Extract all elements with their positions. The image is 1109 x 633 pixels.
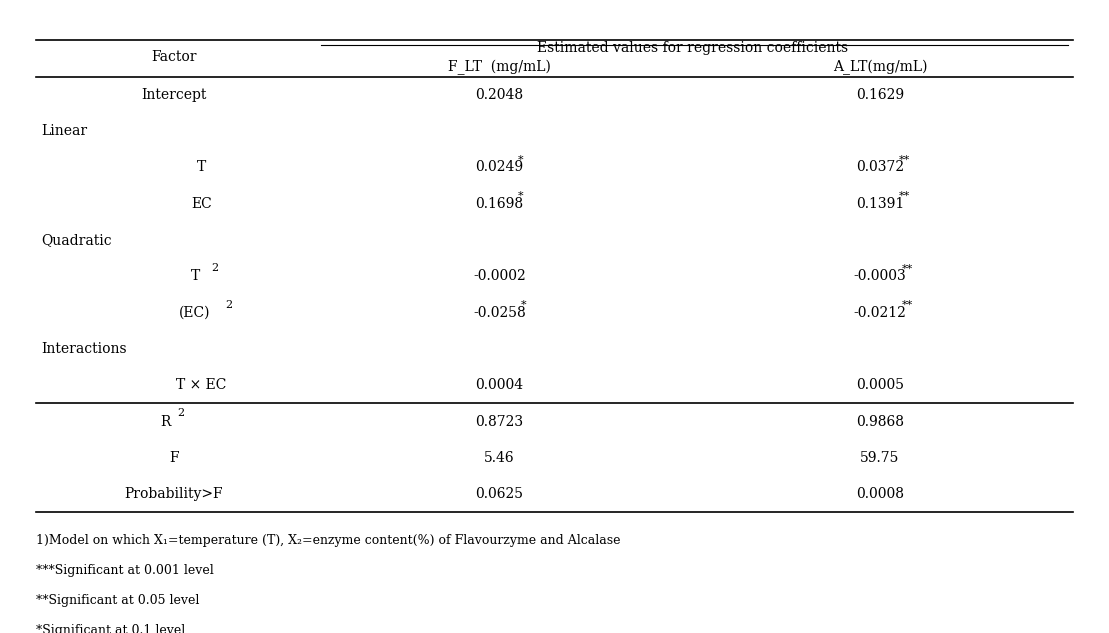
Text: **: **: [902, 264, 913, 274]
Text: F_LT  (mg/mL): F_LT (mg/mL): [448, 60, 551, 75]
Text: F: F: [169, 451, 179, 465]
Text: 2: 2: [176, 408, 184, 418]
Text: -0.0212: -0.0212: [854, 306, 906, 320]
Text: ***Significant at 0.001 level: ***Significant at 0.001 level: [35, 564, 214, 577]
Text: -0.0003: -0.0003: [854, 269, 906, 284]
Text: -0.0258: -0.0258: [472, 306, 526, 320]
Text: *Significant at 0.1 level: *Significant at 0.1 level: [35, 624, 185, 633]
Text: 0.0249: 0.0249: [476, 160, 523, 174]
Text: (EC): (EC): [179, 306, 211, 320]
Text: R: R: [160, 415, 170, 429]
Text: T: T: [196, 160, 206, 174]
Text: 5.46: 5.46: [484, 451, 515, 465]
Text: Quadratic: Quadratic: [41, 233, 112, 247]
Text: 1)Model on which X₁=temperature (T), X₂=enzyme content(%) of Flavourzyme and Alc: 1)Model on which X₁=temperature (T), X₂=…: [35, 534, 620, 548]
Text: 0.0005: 0.0005: [856, 379, 904, 392]
Text: T: T: [191, 269, 201, 284]
Text: Factor: Factor: [151, 49, 196, 63]
Text: 0.1698: 0.1698: [476, 197, 523, 211]
Text: 0.0008: 0.0008: [856, 487, 904, 501]
Text: T × EC: T × EC: [176, 379, 226, 392]
Text: **: **: [899, 191, 910, 201]
Text: 59.75: 59.75: [861, 451, 899, 465]
Text: Estimated values for regression coefficients: Estimated values for regression coeffici…: [537, 41, 848, 55]
Text: 0.8723: 0.8723: [476, 415, 523, 429]
Text: 0.0372: 0.0372: [856, 160, 904, 174]
Text: 0.0004: 0.0004: [476, 379, 523, 392]
Text: *: *: [518, 155, 523, 165]
Text: Probability>F: Probability>F: [124, 487, 223, 501]
Text: 2: 2: [225, 299, 233, 310]
Text: -0.0002: -0.0002: [472, 269, 526, 284]
Text: 2: 2: [211, 263, 218, 273]
Text: 0.0625: 0.0625: [476, 487, 523, 501]
Text: **: **: [899, 155, 910, 165]
Text: *: *: [518, 191, 523, 201]
Text: Intercept: Intercept: [141, 88, 206, 102]
Text: 0.1391: 0.1391: [856, 197, 904, 211]
Text: *: *: [521, 300, 527, 310]
Text: Interactions: Interactions: [41, 342, 128, 356]
Text: Linear: Linear: [41, 124, 88, 138]
Text: **Significant at 0.05 level: **Significant at 0.05 level: [35, 594, 200, 607]
Text: 0.1629: 0.1629: [856, 88, 904, 102]
Text: EC: EC: [191, 197, 212, 211]
Text: 0.2048: 0.2048: [476, 88, 523, 102]
Text: A_LT(mg/mL): A_LT(mg/mL): [833, 60, 927, 75]
Text: 0.9868: 0.9868: [856, 415, 904, 429]
Text: **: **: [902, 300, 913, 310]
